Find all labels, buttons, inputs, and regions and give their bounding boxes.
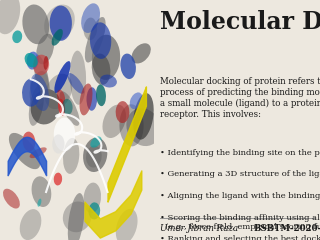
Ellipse shape — [57, 90, 65, 104]
Ellipse shape — [23, 132, 35, 151]
Ellipse shape — [80, 84, 92, 115]
Ellipse shape — [31, 89, 60, 125]
Text: • Scoring the binding affinity using algorithms
  (e.g., force field, empirical : • Scoring the binding affinity using alg… — [160, 214, 320, 231]
Ellipse shape — [90, 136, 102, 148]
Ellipse shape — [68, 73, 84, 94]
Ellipse shape — [120, 54, 136, 79]
Text: • Aligning the ligand with the binding site: • Aligning the ligand with the binding s… — [160, 192, 320, 200]
Ellipse shape — [116, 209, 138, 240]
Ellipse shape — [85, 17, 106, 63]
Ellipse shape — [60, 91, 80, 126]
Ellipse shape — [86, 145, 102, 168]
Ellipse shape — [29, 71, 48, 106]
Text: • Ranking and selecting the best docked pose: • Ranking and selecting the best docked … — [160, 235, 320, 240]
Ellipse shape — [84, 18, 97, 40]
Ellipse shape — [12, 30, 22, 43]
Ellipse shape — [22, 5, 49, 44]
Ellipse shape — [96, 84, 106, 106]
Ellipse shape — [3, 189, 20, 209]
Ellipse shape — [33, 55, 49, 75]
Text: • Generating a 3D structure of the ligand: • Generating a 3D structure of the ligan… — [160, 170, 320, 178]
Ellipse shape — [133, 93, 154, 140]
Ellipse shape — [54, 173, 62, 186]
Ellipse shape — [37, 199, 41, 207]
Ellipse shape — [92, 54, 110, 85]
Ellipse shape — [34, 55, 50, 101]
Ellipse shape — [130, 92, 142, 109]
Text: Umer Jibran Raza: Umer Jibran Raza — [160, 224, 238, 233]
Ellipse shape — [58, 99, 65, 116]
Ellipse shape — [63, 202, 92, 232]
Ellipse shape — [68, 193, 84, 240]
Ellipse shape — [100, 75, 117, 88]
Ellipse shape — [44, 56, 48, 70]
Circle shape — [54, 118, 75, 151]
Ellipse shape — [90, 22, 111, 59]
Ellipse shape — [54, 61, 71, 93]
Ellipse shape — [70, 51, 86, 105]
Ellipse shape — [81, 3, 100, 33]
Ellipse shape — [84, 183, 101, 213]
Ellipse shape — [29, 85, 44, 126]
Ellipse shape — [52, 29, 63, 46]
Circle shape — [52, 134, 65, 154]
Ellipse shape — [88, 202, 100, 219]
Ellipse shape — [132, 43, 151, 64]
Ellipse shape — [36, 34, 54, 64]
Ellipse shape — [32, 176, 51, 207]
Ellipse shape — [62, 99, 73, 115]
Ellipse shape — [50, 6, 72, 41]
Ellipse shape — [92, 35, 120, 80]
Ellipse shape — [45, 74, 72, 109]
Ellipse shape — [116, 101, 129, 123]
Text: BSBTM-2020-21: BSBTM-2020-21 — [253, 224, 320, 233]
Ellipse shape — [9, 133, 40, 169]
Ellipse shape — [0, 0, 20, 34]
Text: Molecular docking of protein refers to the
process of predicting the binding mod: Molecular docking of protein refers to t… — [160, 77, 320, 119]
Ellipse shape — [102, 105, 126, 138]
Text: • Identifying the binding site on the protein: • Identifying the binding site on the pr… — [160, 149, 320, 157]
Ellipse shape — [126, 108, 161, 146]
Ellipse shape — [27, 52, 39, 70]
Ellipse shape — [44, 5, 75, 41]
Ellipse shape — [30, 74, 49, 111]
Ellipse shape — [63, 138, 79, 174]
Ellipse shape — [22, 78, 40, 107]
Text: Molecular Docking: Molecular Docking — [160, 10, 320, 34]
Ellipse shape — [83, 138, 107, 172]
Ellipse shape — [119, 104, 144, 146]
Ellipse shape — [25, 53, 38, 67]
Ellipse shape — [20, 209, 41, 240]
Ellipse shape — [86, 87, 97, 111]
Ellipse shape — [29, 147, 47, 158]
